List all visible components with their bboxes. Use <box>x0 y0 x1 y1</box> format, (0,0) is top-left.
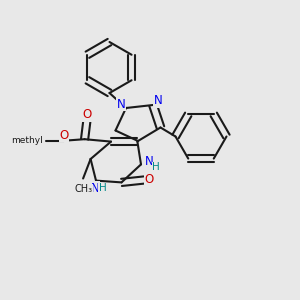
Text: N: N <box>144 155 153 168</box>
Text: CH₃: CH₃ <box>74 184 92 194</box>
Text: N: N <box>153 94 162 107</box>
Text: O: O <box>59 129 68 142</box>
Text: H: H <box>99 183 106 194</box>
Text: N: N <box>91 182 100 195</box>
Text: O: O <box>145 173 154 186</box>
Text: N: N <box>117 98 126 111</box>
Text: methyl: methyl <box>11 136 43 145</box>
Text: H: H <box>152 162 160 172</box>
Text: O: O <box>83 108 92 122</box>
